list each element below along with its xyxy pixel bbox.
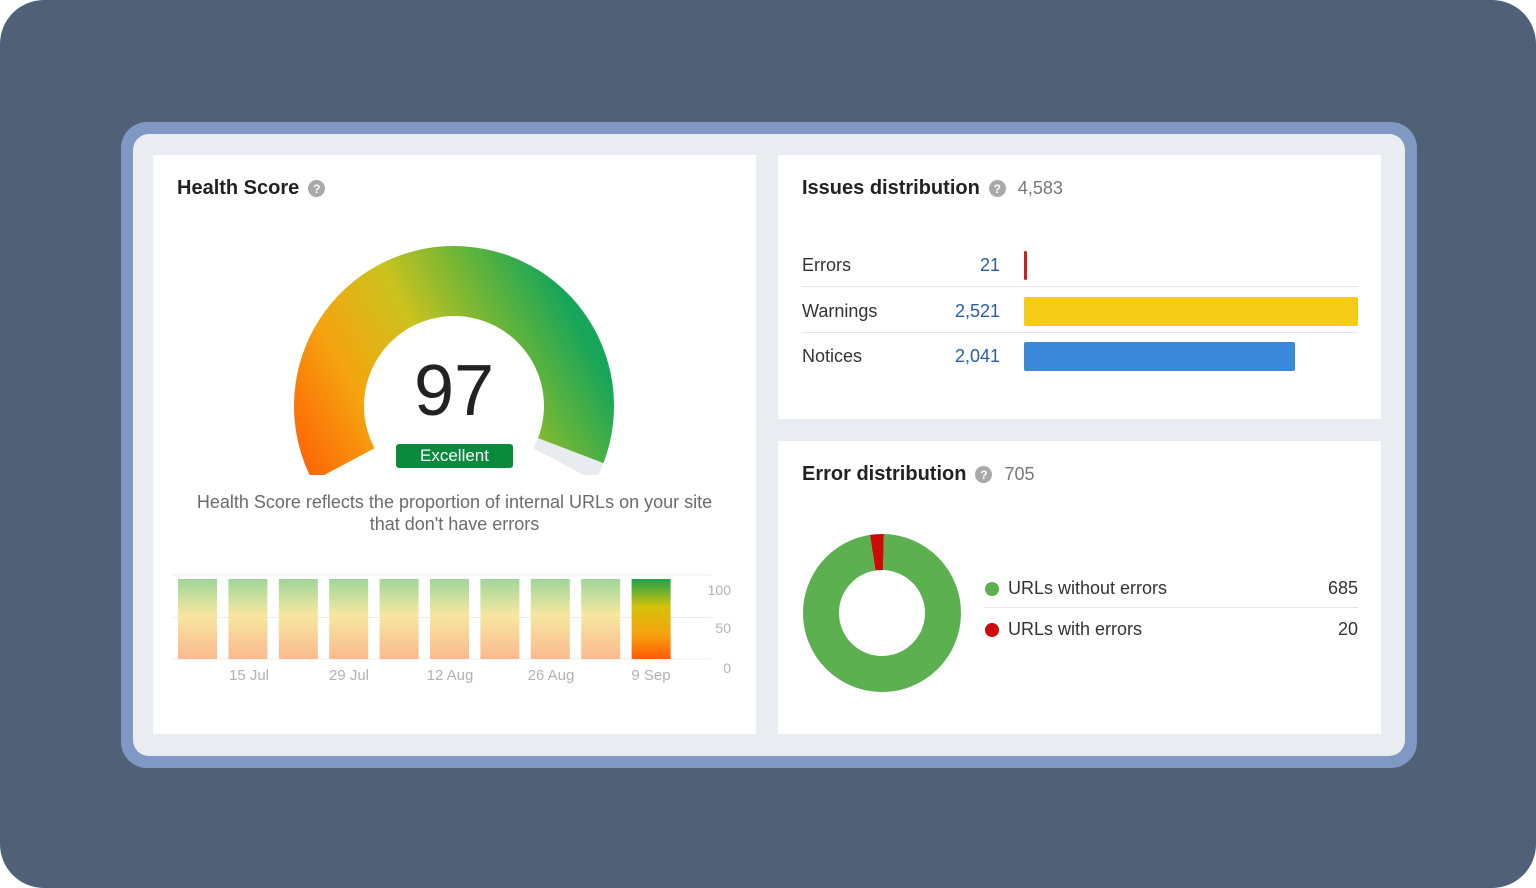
history-bar[interactable] — [329, 579, 369, 659]
errors-total: 705 — [1004, 464, 1035, 484]
red-dot-icon — [985, 623, 999, 637]
y-tick-label: 100 — [708, 582, 732, 598]
gauge-remaining-arc — [533, 438, 604, 475]
error-distribution-card: Error distribution ? 705 URLs without er… — [778, 441, 1381, 734]
donut-slice-without-errors[interactable] — [803, 534, 961, 692]
issue-bar-track — [1024, 342, 1358, 371]
history-bar[interactable] — [228, 579, 268, 659]
issue-bar-track — [1024, 251, 1358, 280]
x-tick-label: 15 Jul — [229, 667, 269, 684]
x-tick-label: 9 Sep — [631, 667, 670, 684]
history-bar[interactable] — [530, 579, 570, 659]
help-icon[interactable]: ? — [988, 180, 1006, 197]
help-icon[interactable]: ? — [308, 180, 326, 197]
error-donut-chart[interactable] — [802, 533, 962, 693]
errors-title-row: Error distribution ? 705 — [802, 463, 1035, 486]
history-bar[interactable] — [178, 579, 217, 659]
divider — [802, 286, 1358, 287]
legend-label[interactable]: URLs with errors — [1008, 619, 1143, 639]
x-tick-label: 12 Aug — [427, 667, 474, 684]
issue-count[interactable]: 21 — [979, 255, 1000, 275]
history-bar[interactable] — [379, 579, 419, 659]
health-score-badge: Excellent — [396, 444, 513, 468]
legend-label[interactable]: URLs without errors — [1008, 578, 1168, 598]
legend-row-with-errors[interactable]: URLs with errors 20 — [984, 609, 1358, 649]
issue-bar-notices[interactable] — [1024, 342, 1295, 371]
issue-count[interactable]: 2,521 — [954, 301, 1000, 321]
x-tick-label: 26 Aug — [528, 667, 575, 684]
health-score-description: Health Score reflects the proportion of … — [196, 492, 713, 534]
issue-row-notices[interactable]: Notices 2,041 — [802, 334, 1358, 378]
divider — [802, 332, 1358, 333]
issue-label: Errors — [802, 255, 851, 275]
issue-bar-track — [1024, 297, 1358, 326]
history-bar[interactable] — [631, 579, 671, 659]
health-history-chart[interactable]: 100 50 0 15 Jul 29 Jul 12 Aug 26 Aug 9 Sep — [173, 573, 743, 693]
help-icon[interactable]: ? — [975, 466, 993, 483]
issue-bar-errors[interactable] — [1024, 251, 1027, 280]
legend-value[interactable]: 20 — [1337, 619, 1358, 639]
health-score-card: Health Score ? 97 Excellent Health Score… — [153, 155, 756, 734]
issues-distribution-card: Issues distribution ? 4,583 Errors 21 Wa… — [778, 155, 1381, 419]
issue-label: Warnings — [802, 301, 878, 321]
issues-title-row: Issues distribution ? 4,583 — [802, 177, 1063, 200]
health-score-title: Health Score — [177, 177, 300, 199]
health-score-title-row: Health Score ? — [177, 177, 326, 200]
error-distribution-title: Error distribution — [802, 463, 967, 485]
issue-label: Notices — [802, 346, 863, 366]
history-bar[interactable] — [278, 579, 318, 659]
history-bar[interactable] — [581, 579, 621, 659]
x-tick-label: 29 Jul — [329, 667, 369, 684]
y-tick-label: 50 — [715, 620, 731, 636]
divider — [984, 607, 1358, 608]
history-bar[interactable] — [480, 579, 520, 659]
gauge-score-arc — [294, 246, 614, 475]
health-score-value: 97 — [413, 351, 495, 431]
issue-row-errors[interactable]: Errors 21 — [802, 243, 1358, 287]
issue-count[interactable]: 2,041 — [954, 346, 1000, 366]
issues-distribution-title: Issues distribution — [802, 177, 980, 199]
issue-row-warnings[interactable]: Warnings 2,521 — [802, 289, 1358, 333]
legend-row-without-errors[interactable]: URLs without errors 685 — [984, 568, 1358, 608]
donut-slice-with-errors[interactable] — [803, 534, 961, 692]
y-tick-label: 0 — [723, 660, 731, 676]
issues-total: 4,583 — [1017, 178, 1063, 198]
history-bar[interactable] — [430, 579, 469, 659]
health-gauge — [294, 246, 614, 475]
legend-value[interactable]: 685 — [1327, 578, 1358, 598]
green-dot-icon — [985, 582, 999, 596]
issue-bar-warnings[interactable] — [1024, 297, 1358, 326]
